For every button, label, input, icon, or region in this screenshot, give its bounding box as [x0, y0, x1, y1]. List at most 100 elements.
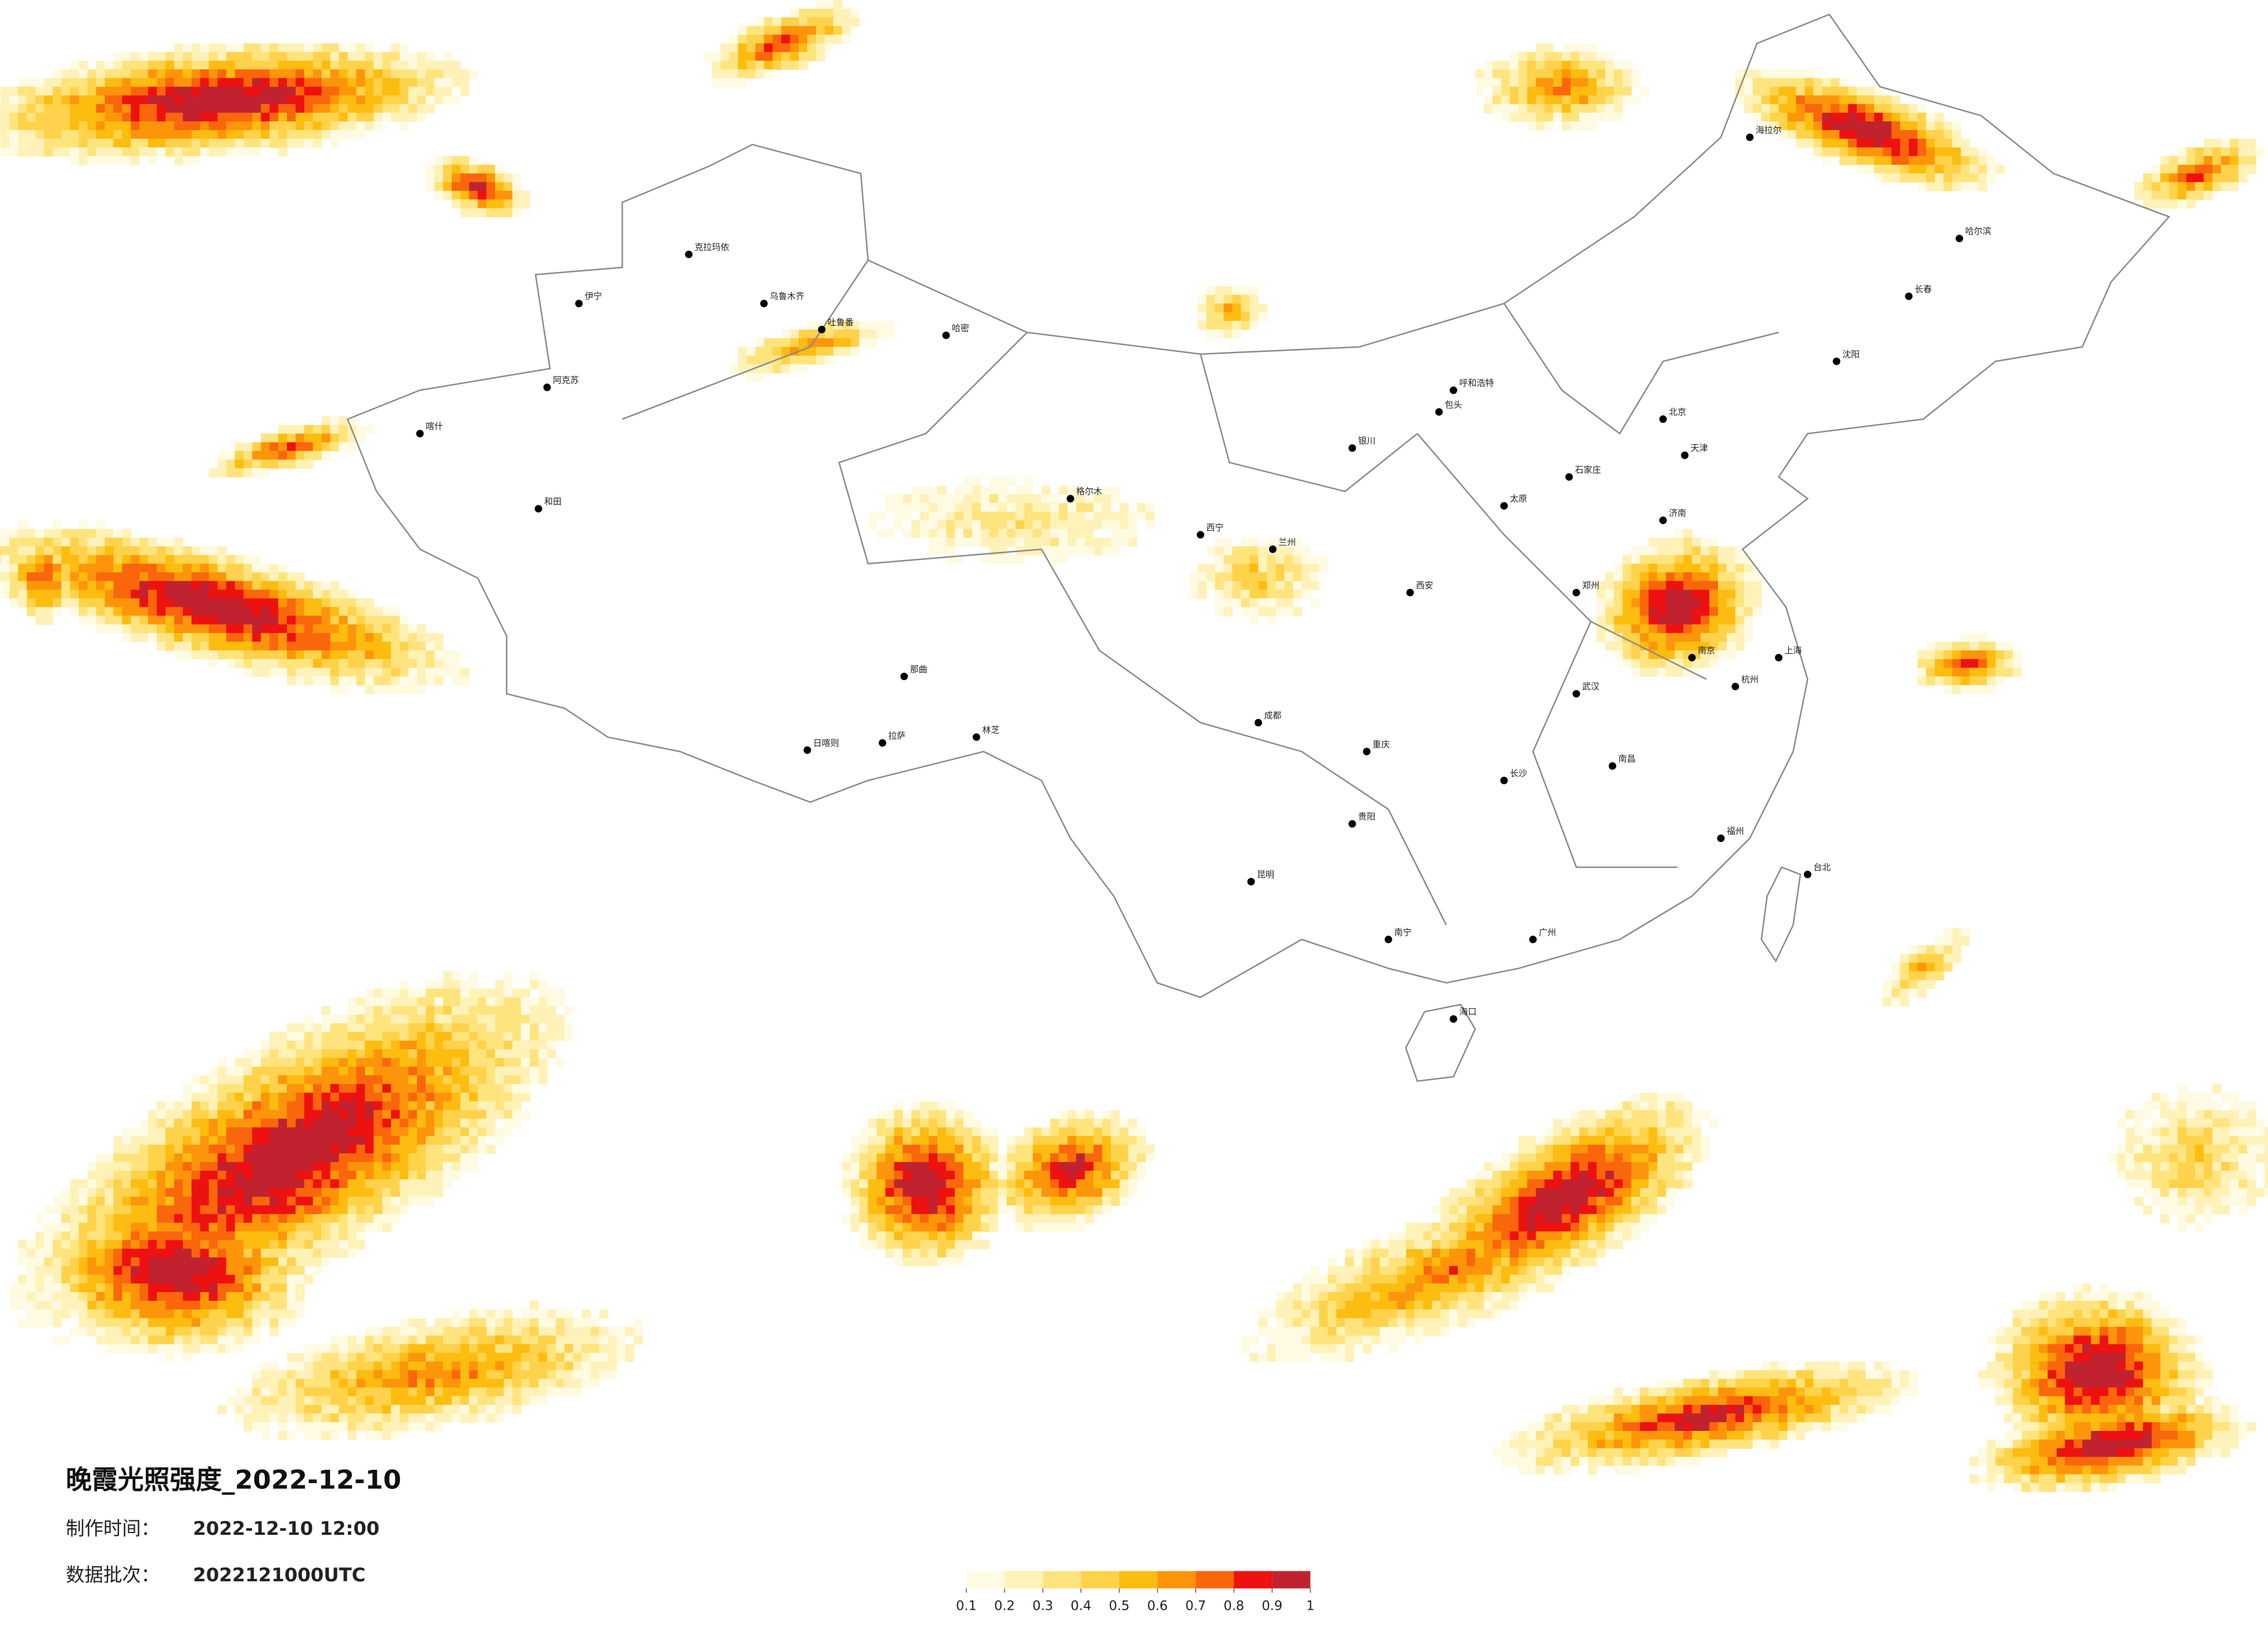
intensity-cell: [1596, 1405, 1606, 1414]
intensity-cell: [451, 1326, 461, 1336]
intensity-cell: [321, 43, 331, 53]
intensity-cell: [365, 642, 375, 651]
intensity-cell: [1059, 1179, 1068, 1189]
intensity-cell: [477, 1066, 487, 1076]
intensity-cell: [937, 1145, 947, 1154]
intensity-cell: [972, 1171, 982, 1180]
intensity-cell: [209, 1231, 218, 1241]
intensity-cell: [339, 60, 348, 70]
intensity-cell: [1640, 1222, 1649, 1232]
intensity-cell: [1761, 1439, 1771, 1449]
intensity-cell: [27, 121, 36, 131]
intensity-cell: [954, 1240, 964, 1250]
intensity-cell: [252, 138, 261, 148]
intensity-cell: [312, 1214, 322, 1224]
intensity-cell: [443, 988, 452, 998]
intensity-cell: [373, 1188, 383, 1197]
intensity-cell: [243, 1049, 253, 1059]
intensity-cell: [1701, 1379, 1710, 1388]
intensity-cell: [382, 52, 391, 62]
intensity-cell: [850, 1222, 860, 1232]
intensity-cell: [1336, 1326, 1346, 1336]
intensity-cell: [243, 60, 253, 70]
intensity-cell: [1, 546, 10, 556]
intensity-cell: [555, 1318, 565, 1328]
intensity-cell: [400, 1084, 409, 1093]
intensity-cell: [131, 598, 140, 608]
intensity-cell: [486, 1075, 496, 1085]
intensity-cell: [434, 87, 444, 96]
intensity-cell: [131, 1301, 140, 1310]
intensity-cell: [538, 1335, 548, 1345]
intensity-cell: [1033, 1205, 1042, 1215]
intensity-cell: [312, 1396, 322, 1405]
intensity-cell: [1770, 1405, 1780, 1414]
intensity-cell: [182, 1171, 192, 1180]
intensity-cell: [295, 1145, 305, 1154]
intensity-cell: [469, 1032, 479, 1041]
intensity-cell: [590, 1352, 600, 1362]
intensity-cell: [182, 555, 192, 564]
intensity-cell: [1648, 1127, 1658, 1137]
intensity-cell: [443, 95, 452, 105]
intensity-cell: [1831, 1370, 1840, 1380]
intensity-cell: [191, 1153, 201, 1163]
intensity-cell: [400, 997, 409, 1007]
intensity-cell: [182, 130, 192, 139]
intensity-cell: [339, 1361, 348, 1371]
intensity-cell: [157, 1309, 166, 1319]
intensity-cell: [1735, 1387, 1745, 1397]
intensity-cell: [1605, 1222, 1615, 1232]
intensity-cell: [1596, 1188, 1606, 1197]
intensity-cell: [911, 1240, 921, 1250]
intensity-cell: [1397, 1240, 1407, 1250]
intensity-cell: [1536, 1431, 1545, 1440]
intensity-cell: [1640, 1092, 1649, 1102]
intensity-cell: [1249, 1335, 1259, 1345]
intensity-cell: [122, 1326, 131, 1336]
intensity-cell: [954, 1249, 964, 1258]
intensity-cell: [1527, 1422, 1537, 1431]
intensity-cell: [1666, 1413, 1676, 1423]
intensity-cell: [269, 95, 279, 105]
intensity-cell: [1059, 1118, 1068, 1128]
intensity-cell: [200, 1266, 210, 1275]
intensity-cell: [373, 1127, 383, 1137]
intensity-cell: [78, 1309, 88, 1319]
intensity-cell: [373, 988, 383, 998]
intensity-cell: [78, 113, 88, 122]
intensity-cell: [894, 1188, 904, 1197]
intensity-cell: [1588, 1162, 1597, 1171]
intensity-cell: [365, 1196, 375, 1206]
intensity-cell: [217, 650, 227, 660]
intensity-cell: [347, 1153, 357, 1163]
intensity-cell: [425, 1413, 435, 1423]
intensity-cell: [1536, 1465, 1545, 1475]
intensity-cell: [876, 1136, 886, 1145]
intensity-cell: [504, 1032, 513, 1041]
intensity-cell: [191, 555, 201, 564]
intensity-cell: [400, 1066, 409, 1076]
intensity-cell: [868, 1171, 878, 1180]
intensity-cell: [278, 1041, 287, 1050]
intensity-cell: [131, 1196, 140, 1206]
intensity-cell: [226, 1127, 236, 1137]
intensity-cell: [1536, 1145, 1545, 1154]
intensity-cell: [287, 1292, 296, 1301]
intensity-cell: [1605, 1396, 1615, 1405]
intensity-cell: [52, 78, 62, 88]
intensity-cell: [1518, 1231, 1528, 1241]
intensity-cell: [200, 1179, 210, 1189]
intensity-cell: [312, 1127, 322, 1137]
intensity-cell: [235, 147, 245, 157]
intensity-cell: [295, 1405, 305, 1414]
intensity-cell: [495, 1057, 505, 1067]
intensity-cell: [859, 1222, 869, 1232]
intensity-cell: [1458, 1222, 1467, 1232]
intensity-cell: [1483, 1179, 1493, 1189]
intensity-cell: [139, 1118, 149, 1128]
intensity-cell: [711, 60, 721, 70]
intensity-cell: [460, 1326, 470, 1336]
intensity-cell: [1145, 1153, 1155, 1163]
intensity-cell: [451, 667, 461, 677]
